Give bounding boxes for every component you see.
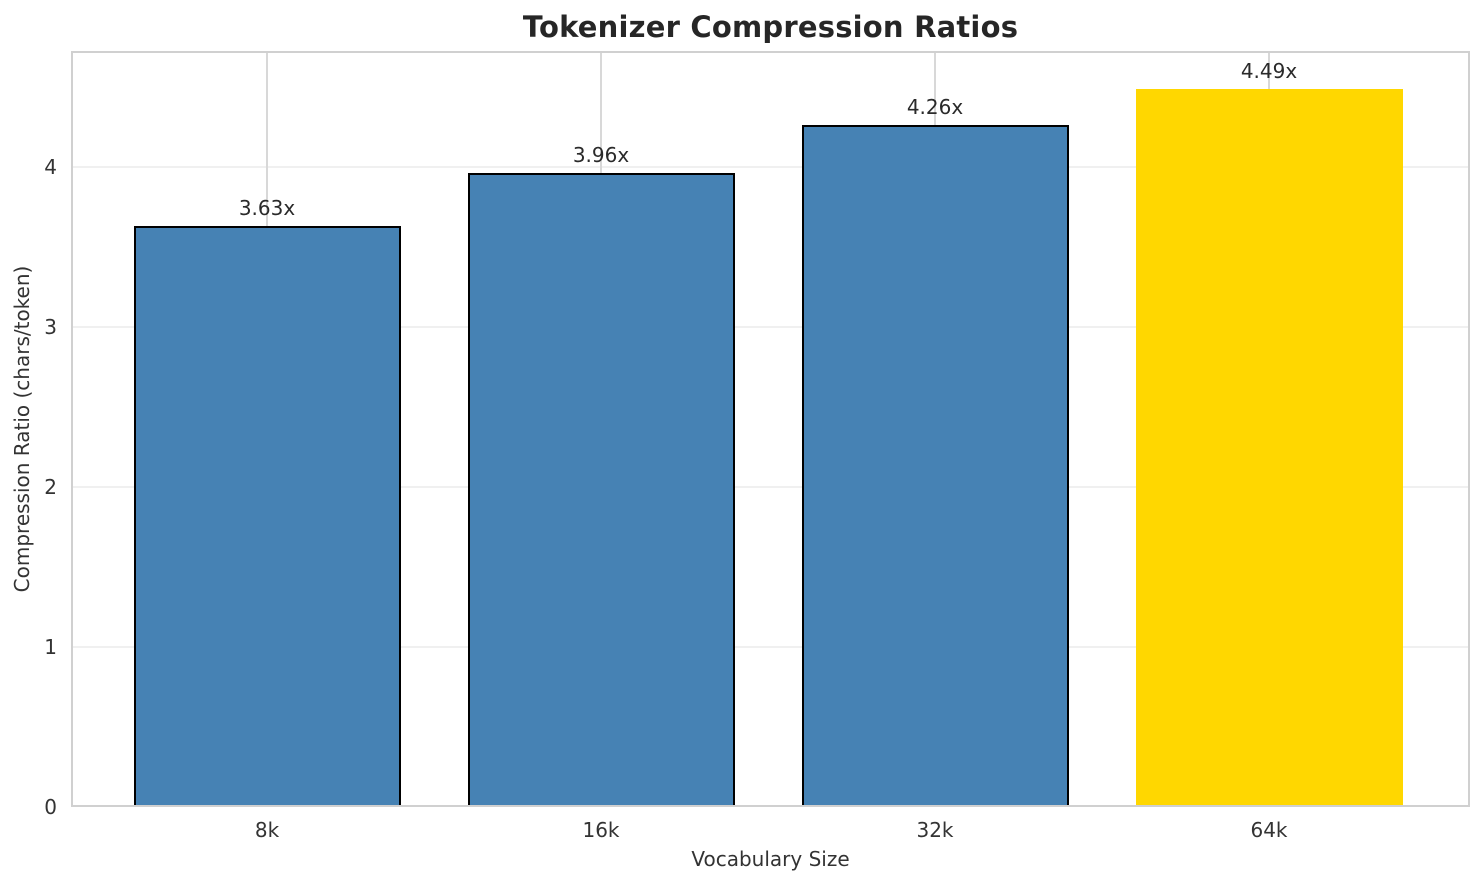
y-tick-label: 1: [44, 635, 57, 659]
chart-title: Tokenizer Compression Ratios: [522, 10, 1019, 44]
bar-32k: [801, 125, 1069, 807]
bar-64k: [1135, 88, 1403, 807]
h-gridline: [71, 326, 1470, 328]
h-gridline: [71, 166, 1470, 168]
bars-layer: 3.63x 3.96x 4.26x 4.49x: [71, 51, 1470, 807]
h-gridline: [71, 486, 1470, 488]
y-tick-label: 0: [44, 795, 57, 819]
x-tick-label: 16k: [582, 818, 620, 842]
value-label: 3.63x: [238, 196, 296, 221]
y-tick-label: 3: [44, 315, 57, 339]
h-gridline: [71, 646, 1470, 648]
bar-8k: [133, 226, 401, 807]
value-label: 3.96x: [572, 143, 630, 168]
y-tick-label: 2: [44, 475, 57, 499]
plot-area: 3.63x 3.96x 4.26x 4.49x: [71, 51, 1470, 807]
y-tick-label: 4: [44, 155, 57, 179]
x-axis-label: Vocabulary Size: [691, 847, 850, 871]
x-tick-label: 32k: [916, 818, 954, 842]
x-tick-label: 64k: [1250, 818, 1288, 842]
x-tick-label: 8k: [254, 818, 280, 842]
bar-16k: [467, 173, 735, 807]
value-label: 4.49x: [1240, 58, 1298, 83]
value-label: 4.26x: [906, 95, 964, 120]
